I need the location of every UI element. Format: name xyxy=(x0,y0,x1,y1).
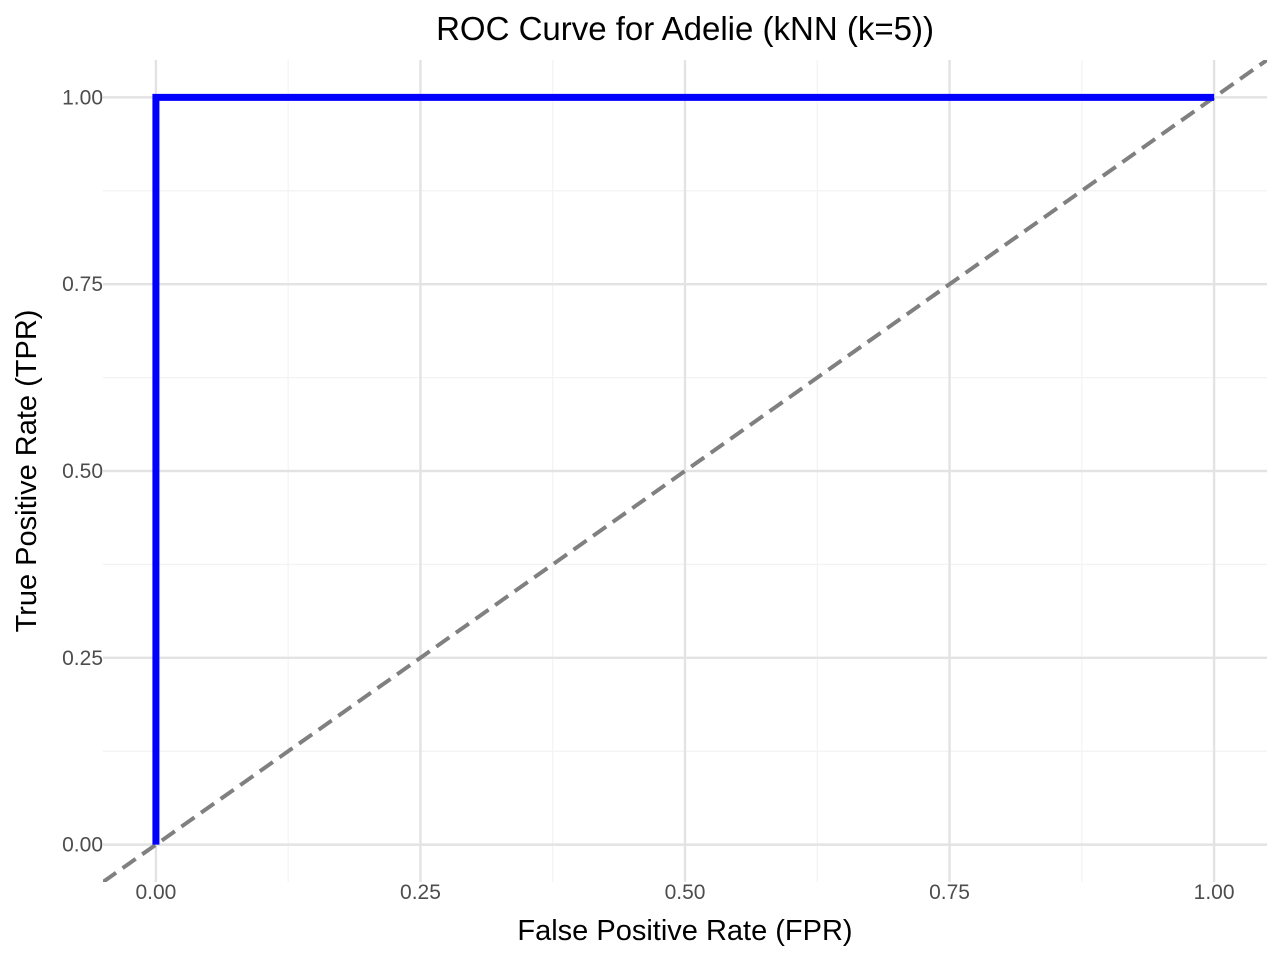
chart-title: ROC Curve for Adelie (kNN (k=5)) xyxy=(436,10,934,47)
x-axis-label: False Positive Rate (FPR) xyxy=(517,915,852,947)
x-tick-label: 0.00 xyxy=(135,881,176,904)
y-axis-ticks: 0.00 0.25 0.50 0.75 1.00 xyxy=(62,86,103,856)
y-tick-label: 0.75 xyxy=(62,273,103,296)
x-tick-label: 0.75 xyxy=(929,881,970,904)
y-tick-label: 1.00 xyxy=(62,86,103,109)
roc-curve-line xyxy=(152,93,1215,845)
x-tick-label: 0.25 xyxy=(400,881,441,904)
chance-diagonal-line xyxy=(103,60,1267,882)
y-tick-label: 0.25 xyxy=(62,647,103,670)
y-axis-label: True Positive Rate (TPR) xyxy=(11,310,43,633)
y-tick-label: 0.00 xyxy=(62,834,103,857)
x-axis-ticks: 0.00 0.25 0.50 0.75 1.00 xyxy=(135,881,1234,904)
x-tick-label: 1.00 xyxy=(1194,881,1235,904)
x-tick-label: 0.50 xyxy=(665,881,706,904)
series-layer xyxy=(103,60,1267,882)
y-tick-label: 0.50 xyxy=(62,460,103,483)
